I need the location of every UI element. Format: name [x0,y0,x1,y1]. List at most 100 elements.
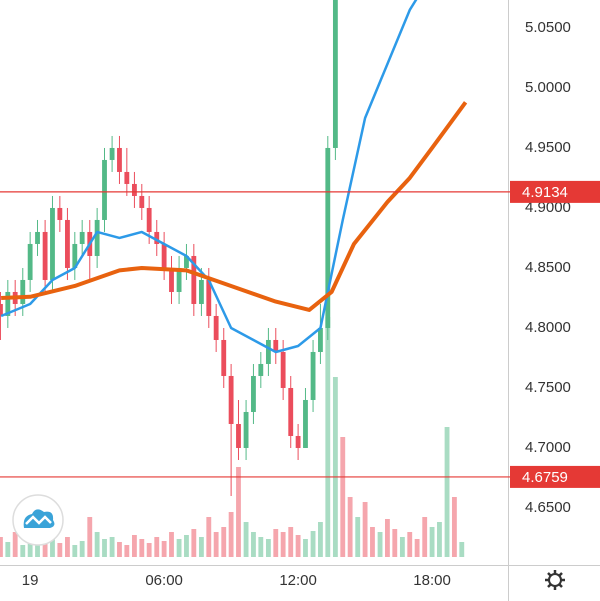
candle-body [191,255,197,304]
candle-body [65,219,70,268]
candle-body [169,267,174,292]
volume-bar [325,317,331,557]
volume-bar [109,537,115,557]
candle-body [154,231,160,244]
volume-bar [377,532,383,557]
volume-bar [265,539,271,557]
y-tick-label: 5.0500 [525,19,571,36]
candle-body [176,267,182,292]
volume-bar [117,542,122,557]
candle-body [72,243,78,268]
volume-bar [251,532,256,557]
volume-bar [35,535,40,557]
volume-bar [176,539,182,557]
y-tick-label: 5.0000 [525,79,571,96]
settings-icon[interactable] [545,570,565,590]
volume-bar [303,539,308,557]
candle-body [318,327,323,352]
x-tick-label: 06:00 [145,572,183,589]
volume-bar [146,543,152,557]
candle-body [20,279,26,304]
candle-body [265,339,271,364]
candle-body [295,435,301,448]
candle-body [251,375,256,412]
volume-bar [273,529,279,557]
candle-body [273,339,279,352]
price-label-box [510,180,600,203]
volume-bar [20,545,26,557]
volume-bar [362,502,368,557]
volume-bar [310,531,316,557]
label-layer: 4.6500 4.7000 4.7500 4.8000 4.8500 4.9000 4.95… [0,19,600,589]
candle-body [35,231,40,244]
candle-body [310,351,316,400]
y-tick-label: 4.7000 [525,439,571,456]
volume-bar [347,497,353,557]
candle-body [243,411,249,448]
volume-bar [414,539,420,557]
volume-bar [385,519,390,557]
candle-layer [0,0,338,496]
volume-bar [392,529,398,557]
volume-bar [191,529,197,557]
price-label: 4.6759 [522,469,568,486]
volume-bar [459,542,465,557]
price-label-box [510,465,600,488]
volume-bar [340,437,346,557]
logo [12,494,64,546]
candle-body [325,147,331,328]
candle-body [303,399,308,448]
volume-bar [332,377,338,557]
candle-body [228,375,234,424]
candle-body [124,171,130,184]
candle-body [50,207,55,280]
volume-bar [355,517,361,557]
volume-bar [206,517,212,557]
volume-bar [444,427,450,557]
volume-bar [451,497,457,557]
candle-body [132,183,137,196]
volume-bar [94,532,100,557]
volume-bar [437,522,442,557]
volume-bar [132,535,137,557]
candle-body [161,243,167,268]
candle-body [184,255,189,268]
candle-body [5,291,11,316]
y-tick-label: 4.8500 [525,259,571,276]
volume-bar [169,532,174,557]
volume-bar [288,527,294,557]
volume-bar [221,527,227,557]
volume-bar [50,527,55,557]
y-tick-label: 4.8000 [525,319,571,336]
volume-bar [243,522,249,557]
x-tick-label: 19 [22,572,39,589]
volume-bar [295,535,301,557]
volume-bar [228,512,234,557]
volume-bar [407,532,413,557]
volume-bar [184,535,189,557]
candle-body [27,243,33,280]
moving-average [0,0,418,354]
x-tick-label: 18:00 [413,572,451,589]
volume-bar [318,522,323,557]
candle-body [221,339,227,376]
moving-average [1,101,468,312]
candle-body [42,231,48,280]
y-tick-label: 4.7500 [525,379,571,396]
candle-body [198,279,204,304]
x-tick-label: 12:00 [279,572,317,589]
candle-body [0,303,3,316]
y-tick-label: 4.9000 [525,199,571,216]
volume-bar [79,541,85,557]
volume-bar [280,532,286,557]
volume-bar [12,532,18,557]
volume-bar [429,527,435,557]
candle-body [288,387,294,436]
candle-body [332,0,338,148]
volume-bar [0,537,3,557]
volume-bar [213,532,219,557]
volume-layer [0,317,465,557]
volume-bar [161,541,167,557]
candle-body [213,315,219,340]
